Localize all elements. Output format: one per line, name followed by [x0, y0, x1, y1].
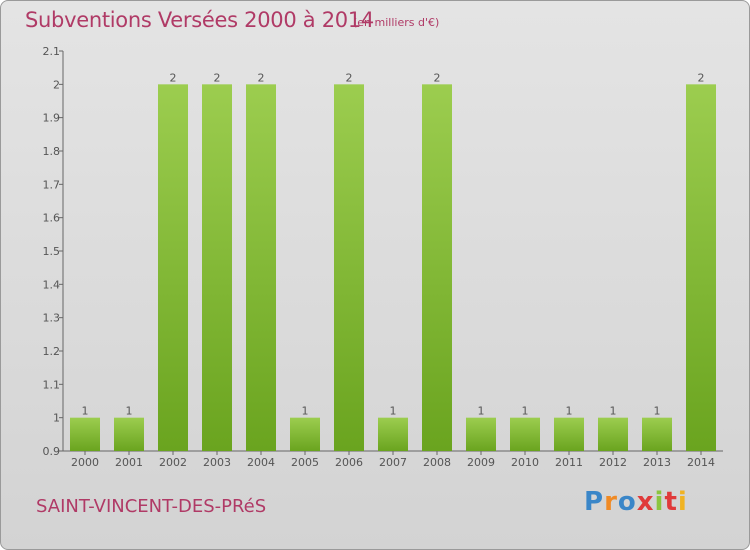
- unit-note: (en milliers d'€): [353, 16, 440, 29]
- bar-2000: [70, 417, 100, 451]
- data-label-2013: 1: [654, 405, 661, 418]
- bar-2009: [466, 417, 496, 451]
- x-tick-label-2012: 2012: [599, 456, 627, 469]
- y-tick-label: 1.1: [43, 378, 61, 391]
- y-tick-label: 1.9: [43, 112, 61, 125]
- bar-2008: [422, 84, 452, 451]
- logo-letter: r: [604, 487, 618, 517]
- data-label-2004: 2: [258, 71, 265, 84]
- bar-2001: [114, 417, 144, 451]
- logo-letter: i: [654, 487, 665, 517]
- y-tick-label: 1.5: [43, 245, 61, 258]
- data-label-2008: 2: [434, 71, 441, 84]
- bar-2013: [642, 417, 672, 451]
- x-tick-label-2007: 2007: [379, 456, 407, 469]
- bar-2007: [378, 417, 408, 451]
- x-tick-label-2000: 2000: [71, 456, 99, 469]
- bar-2003: [202, 84, 232, 451]
- x-tick-label-2002: 2002: [159, 456, 187, 469]
- bar-2005: [290, 417, 320, 451]
- bar-2004: [246, 84, 276, 451]
- bar-2006: [334, 84, 364, 451]
- data-label-2005: 1: [302, 405, 309, 418]
- data-label-2009: 1: [478, 405, 485, 418]
- y-tick-label: 1.8: [43, 145, 61, 158]
- data-label-2012: 1: [610, 405, 617, 418]
- data-label-2010: 1: [522, 405, 529, 418]
- y-tick-label: 1.4: [43, 278, 61, 291]
- x-tick-label-2009: 2009: [467, 456, 495, 469]
- y-tick-label: 1.6: [43, 212, 61, 225]
- bar-2002: [158, 84, 188, 451]
- data-label-2000: 1: [82, 405, 89, 418]
- y-tick-label: 1.7: [43, 178, 61, 191]
- logo-letter: P: [584, 487, 605, 517]
- bar-2011: [554, 417, 584, 451]
- bar-2010: [510, 417, 540, 451]
- logo-letter: t: [664, 487, 678, 517]
- x-tick-label-2001: 2001: [115, 456, 143, 469]
- y-tick-label: 2: [53, 78, 60, 91]
- data-label-2014: 2: [698, 71, 705, 84]
- x-tick-label-2011: 2011: [555, 456, 583, 469]
- data-label-2001: 1: [126, 405, 133, 418]
- x-tick-label-2005: 2005: [291, 456, 319, 469]
- y-tick-label: 1: [53, 412, 60, 425]
- bar-2014: [686, 84, 716, 451]
- y-tick-label: 2.1: [43, 45, 61, 58]
- x-tick-label-2014: 2014: [687, 456, 715, 469]
- logo-letter: x: [636, 487, 655, 517]
- y-tick-label: 1.2: [43, 345, 61, 358]
- data-label-2003: 2: [214, 71, 221, 84]
- x-tick-label-2003: 2003: [203, 456, 231, 469]
- x-tick-label-2004: 2004: [247, 456, 275, 469]
- data-label-2006: 2: [346, 71, 353, 84]
- y-tick-label: 0.9: [43, 445, 61, 458]
- y-tick-label: 1.3: [43, 312, 61, 325]
- x-tick-label-2010: 2010: [511, 456, 539, 469]
- x-tick-label-2008: 2008: [423, 456, 451, 469]
- bar-2012: [598, 417, 628, 451]
- chart-title: Subventions Versées 2000 à 2014: [25, 8, 374, 32]
- data-label-2011: 1: [566, 405, 573, 418]
- data-label-2002: 2: [170, 71, 177, 84]
- data-label-2007: 1: [390, 405, 397, 418]
- proxiti-logo: Proxiti: [584, 487, 688, 517]
- x-tick-label-2006: 2006: [335, 456, 363, 469]
- x-tick-label-2013: 2013: [643, 456, 671, 469]
- commune-name: SAINT-VINCENT-DES-PRéS: [36, 496, 267, 517]
- logo-letter: o: [617, 487, 637, 517]
- logo-letter: i: [677, 487, 688, 517]
